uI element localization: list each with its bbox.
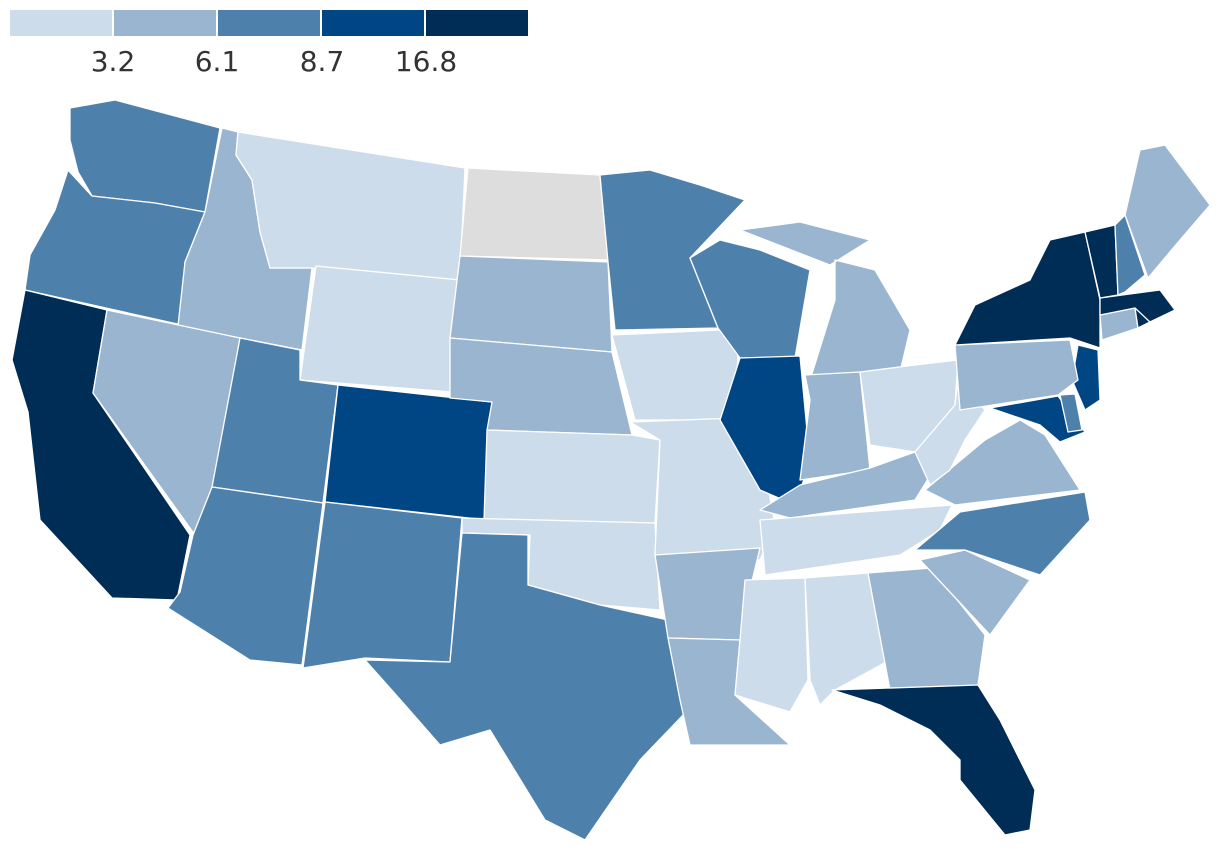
state-me[interactable]: [1124, 144, 1211, 279]
state-tx[interactable]: [364, 532, 689, 841]
legend-swatches: [10, 10, 528, 36]
state-ny[interactable]: [954, 231, 1101, 349]
state-ia[interactable]: [611, 329, 739, 421]
state-nm[interactable]: [302, 501, 463, 669]
state-nc[interactable]: [914, 491, 1091, 576]
state-tn[interactable]: [759, 504, 953, 576]
state-va[interactable]: [924, 419, 1081, 506]
state-nd[interactable]: [459, 167, 609, 261]
legend-labels: 3.2 6.1 8.7 16.8: [91, 45, 457, 78]
legend-threshold-2: 6.1: [195, 45, 240, 78]
state-ma[interactable]: [1099, 289, 1176, 323]
state-wy[interactable]: [299, 265, 461, 393]
legend-swatch-5: [426, 10, 528, 36]
state-mt[interactable]: [235, 131, 466, 281]
legend-threshold-1: 3.2: [91, 45, 136, 78]
states-layer: [11, 99, 1211, 841]
legend-threshold-3: 8.7: [300, 45, 345, 78]
state-in[interactable]: [799, 371, 871, 481]
legend-swatch-4: [322, 10, 424, 36]
state-sc[interactable]: [919, 549, 1031, 636]
state-wa[interactable]: [69, 99, 221, 213]
state-az[interactable]: [167, 486, 324, 666]
state-de[interactable]: [1059, 393, 1083, 433]
state-nh[interactable]: [1114, 214, 1146, 296]
state-wi[interactable]: [689, 239, 811, 359]
state-ks[interactable]: [483, 429, 661, 524]
legend-swatch-2: [114, 10, 216, 36]
state-fl[interactable]: [831, 684, 1036, 836]
legend-swatch-1: [10, 10, 112, 36]
state-pa[interactable]: [954, 339, 1079, 411]
color-legend: 3.2 6.1 8.7 16.8: [10, 10, 528, 78]
state-md[interactable]: [989, 395, 1086, 443]
state-sd[interactable]: [449, 255, 613, 353]
legend-threshold-4: 16.8: [395, 45, 457, 78]
state-ms[interactable]: [734, 577, 809, 713]
legend-swatch-3: [218, 10, 320, 36]
state-co[interactable]: [324, 384, 493, 521]
